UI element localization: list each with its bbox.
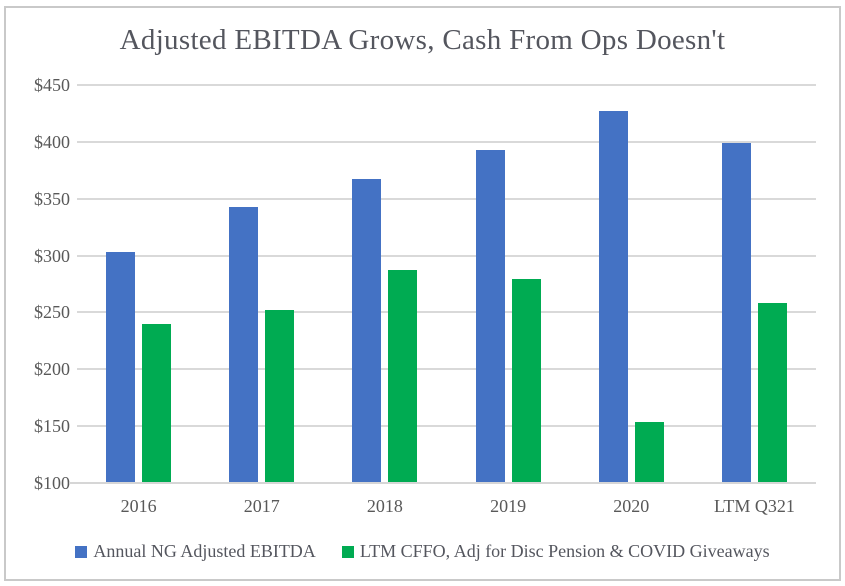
- bar-annual-ng-adjusted-ebitda-2020: [598, 111, 628, 483]
- bar-annual-ng-adjusted-ebitda-2019: [475, 149, 505, 483]
- bar-ltm-cffo-2020: [634, 421, 664, 483]
- x-tick-2018: 2018: [366, 496, 403, 516]
- y-tick-150: $150: [34, 416, 70, 437]
- bar-annual-ng-adjusted-ebitda-ltm-q321: [721, 143, 751, 483]
- x-tick-ltm-q321: LTM Q321: [714, 496, 795, 516]
- y-axis-labels: $450 $400 $350 $300 $250 $200 $150 $100: [12, 75, 70, 493]
- bar-group-2020: [570, 85, 693, 483]
- legend-item-ltm-cffo: LTM CFFO, Adj for Disc Pension & COVID G…: [341, 541, 770, 562]
- bar-group-2016: [77, 85, 200, 483]
- bar-group-2017: [200, 85, 323, 483]
- gridline-250: [77, 311, 816, 314]
- legend-label-annual-ng-adjusted-ebitda: Annual NG Adjusted EBITDA: [93, 541, 316, 561]
- y-tick-450: $450: [34, 75, 70, 95]
- bar-group-2018: [323, 85, 446, 483]
- gridline-200: [77, 368, 816, 371]
- legend-item-annual-ng-adjusted-ebitda: Annual NG Adjusted EBITDA: [75, 541, 316, 562]
- gridline-350: [77, 197, 816, 200]
- chart-frame: Adjusted EBITDA Grows, Cash From Ops Doe…: [4, 6, 841, 581]
- y-tick-200: $200: [34, 359, 70, 380]
- legend-swatch-annual-ng-adjusted-ebitda: [75, 545, 88, 558]
- x-tick-2017: 2017: [243, 496, 280, 516]
- bar-ltm-cffo-2019: [511, 279, 541, 483]
- bar-ltm-cffo-2018: [388, 270, 418, 483]
- chart-title: Adjusted EBITDA Grows, Cash From Ops Doe…: [119, 24, 726, 56]
- x-axis-labels: 2016 2017 2018 2019 2020 LTM Q321: [77, 496, 816, 517]
- bar-annual-ng-adjusted-ebitda-2018: [352, 179, 382, 483]
- y-tick-400: $400: [34, 131, 70, 152]
- legend-swatch-ltm-cffo: [341, 545, 354, 558]
- y-tick-350: $350: [34, 188, 70, 209]
- y-tick-100: $100: [34, 473, 70, 493]
- bar-ltm-cffo-2016: [142, 323, 172, 483]
- x-axis-line: [69, 482, 816, 484]
- y-tick-250: $250: [34, 302, 70, 323]
- x-tick-2019: 2019: [490, 496, 527, 516]
- y-tick-300: $300: [34, 245, 70, 266]
- bar-ltm-cffo-2017: [265, 310, 295, 483]
- plot-area: [69, 84, 816, 484]
- x-tick-2020: 2020: [613, 496, 650, 516]
- gridline-450: [77, 84, 816, 86]
- gridline-300: [77, 254, 816, 257]
- bar-ltm-cffo-ltm-q321: [757, 303, 787, 483]
- bar-annual-ng-adjusted-ebitda-2016: [106, 252, 136, 483]
- legend-label-ltm-cffo: LTM CFFO, Adj for Disc Pension & COVID G…: [359, 541, 770, 561]
- gridline-400: [77, 140, 816, 143]
- x-tick-2016: 2016: [120, 496, 157, 516]
- bar-group-ltm-q321: [693, 85, 816, 483]
- legend: Annual NG Adjusted EBITDA LTM CFFO, Adj f…: [6, 541, 839, 562]
- gridline-150: [77, 425, 816, 428]
- bar-annual-ng-adjusted-ebitda-2017: [229, 206, 259, 483]
- bar-group-2019: [447, 85, 570, 483]
